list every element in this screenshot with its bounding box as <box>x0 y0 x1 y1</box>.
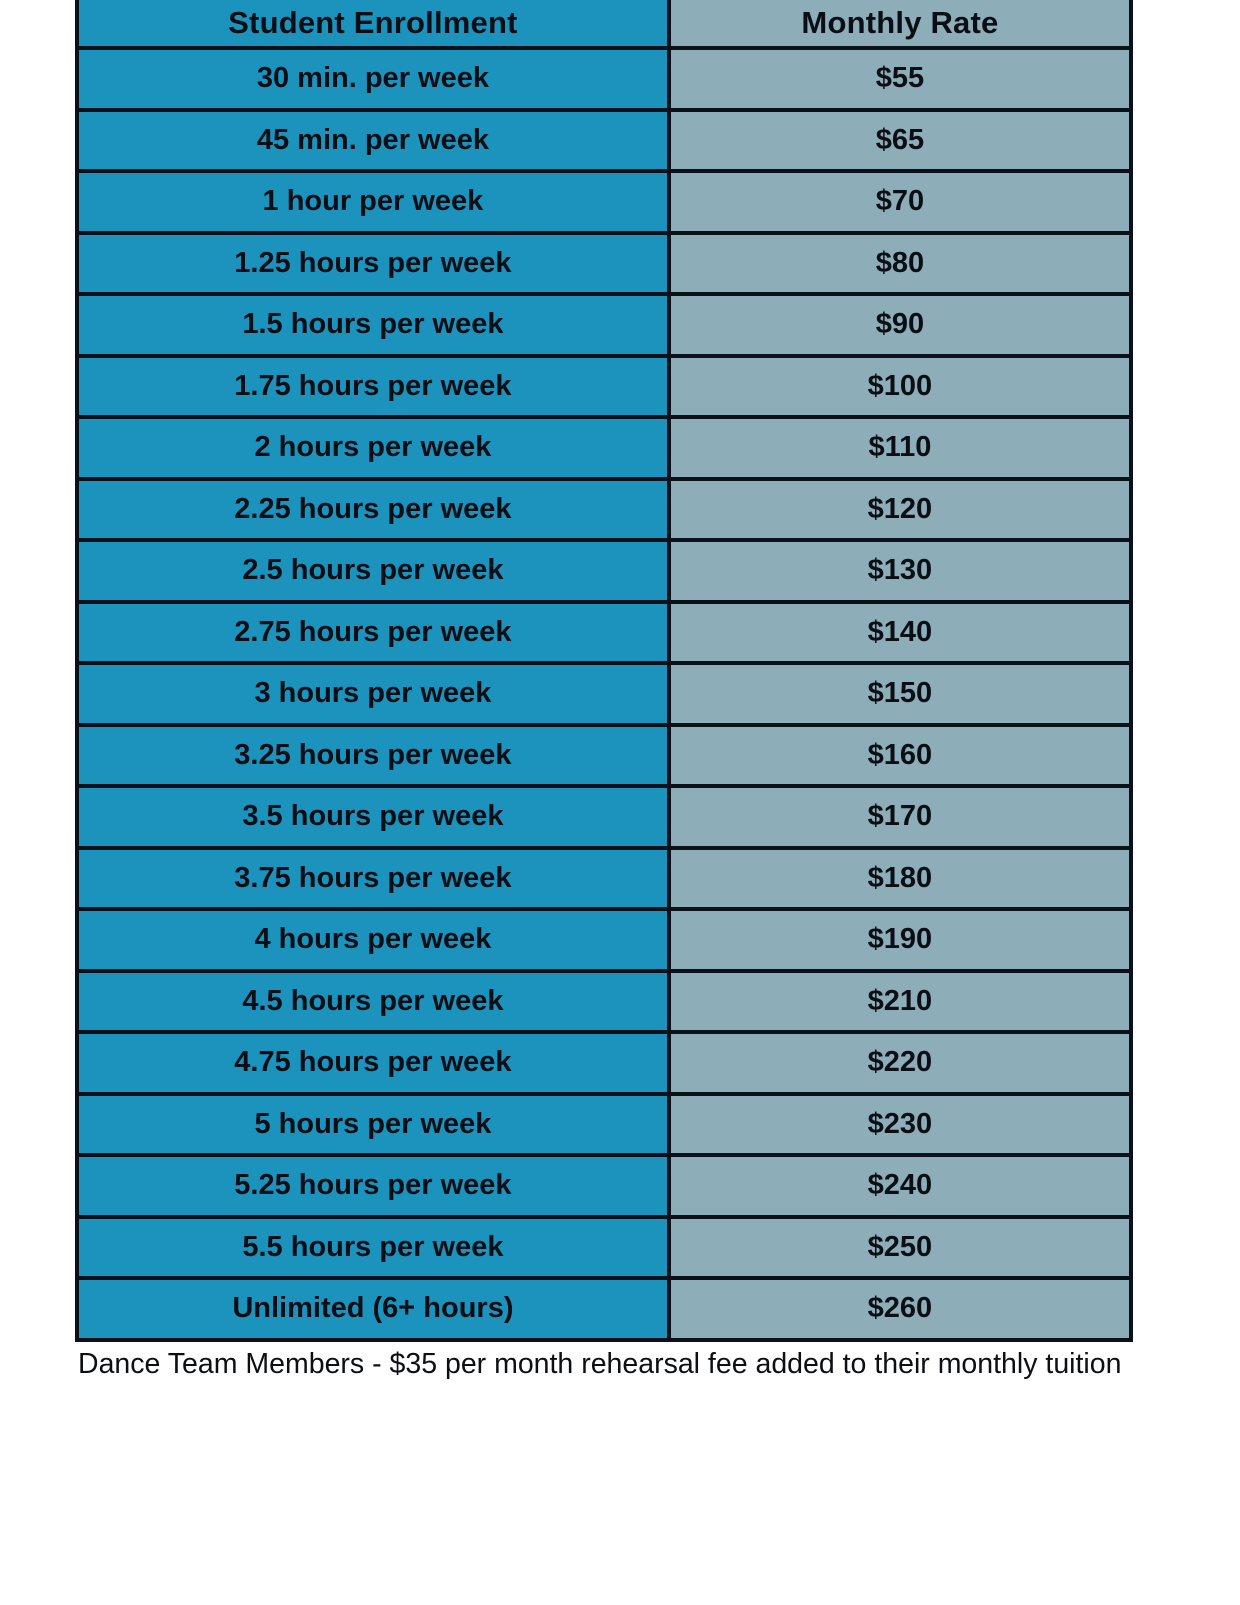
enrollment-cell: 30 min. per week <box>75 46 671 112</box>
rate-cell: $170 <box>666 784 1134 850</box>
header-row: Student Enrollment Monthly Rate <box>75 0 1134 50</box>
enrollment-cell: 2.25 hours per week <box>75 476 671 542</box>
table-row: 2.5 hours per week $130 <box>75 538 1134 604</box>
table-row: 2 hours per week $110 <box>75 415 1134 481</box>
enrollment-cell: 3.25 hours per week <box>75 722 671 788</box>
table-row: 4.75 hours per week $220 <box>75 1030 1134 1096</box>
rate-cell: $55 <box>666 46 1134 112</box>
enrollment-cell: 5.5 hours per week <box>75 1214 671 1280</box>
rate-cell: $220 <box>666 1030 1134 1096</box>
column-header-monthly-rate: Monthly Rate <box>666 0 1134 50</box>
rate-cell: $190 <box>666 907 1134 973</box>
enrollment-cell: 2 hours per week <box>75 415 671 481</box>
enrollment-cell: 4.5 hours per week <box>75 968 671 1034</box>
enrollment-cell: 4.75 hours per week <box>75 1030 671 1096</box>
rate-cell: $80 <box>666 230 1134 296</box>
enrollment-cell: 2.75 hours per week <box>75 599 671 665</box>
table-row: 3.25 hours per week $160 <box>75 722 1134 788</box>
enrollment-cell: 1.5 hours per week <box>75 292 671 358</box>
table-row: 1.5 hours per week $90 <box>75 292 1134 358</box>
table-row: 1.75 hours per week $100 <box>75 353 1134 419</box>
enrollment-cell: 5.25 hours per week <box>75 1153 671 1219</box>
rate-cell: $90 <box>666 292 1134 358</box>
rate-cell: $100 <box>666 353 1134 419</box>
rate-cell: $210 <box>666 968 1134 1034</box>
table-row: 30 min. per week $55 <box>75 46 1134 112</box>
enrollment-cell: 1.25 hours per week <box>75 230 671 296</box>
table-row: 3.5 hours per week $170 <box>75 784 1134 850</box>
rate-cell: $110 <box>666 415 1134 481</box>
table-row: 5.5 hours per week $250 <box>75 1214 1134 1280</box>
pricing-table-header: Student Enrollment Monthly Rate <box>75 0 1134 50</box>
enrollment-cell: 1 hour per week <box>75 169 671 235</box>
rate-cell: $120 <box>666 476 1134 542</box>
enrollment-cell: 1.75 hours per week <box>75 353 671 419</box>
rate-cell: $130 <box>666 538 1134 604</box>
rate-cell: $240 <box>666 1153 1134 1219</box>
tuition-pricing-table: Student Enrollment Monthly Rate 30 min. … <box>75 0 1134 1342</box>
table-row: 5.25 hours per week $240 <box>75 1153 1134 1219</box>
column-header-student-enrollment: Student Enrollment <box>75 0 671 50</box>
table-row: 2.75 hours per week $140 <box>75 599 1134 665</box>
rate-cell: $70 <box>666 169 1134 235</box>
rate-cell: $65 <box>666 107 1134 173</box>
pricing-table-container: Student Enrollment Monthly Rate 30 min. … <box>75 0 1134 1342</box>
table-row: 4 hours per week $190 <box>75 907 1134 973</box>
rate-cell: $160 <box>666 722 1134 788</box>
table-row: 3.75 hours per week $180 <box>75 845 1134 911</box>
table-row: 2.25 hours per week $120 <box>75 476 1134 542</box>
table-row: Unlimited (6+ hours) $260 <box>75 1276 1134 1342</box>
enrollment-cell: 3 hours per week <box>75 661 671 727</box>
enrollment-cell: 2.5 hours per week <box>75 538 671 604</box>
table-row: 45 min. per week $65 <box>75 107 1134 173</box>
enrollment-cell: 4 hours per week <box>75 907 671 973</box>
table-row: 1 hour per week $70 <box>75 169 1134 235</box>
rate-cell: $150 <box>666 661 1134 727</box>
rate-cell: $180 <box>666 845 1134 911</box>
rate-cell: $230 <box>666 1091 1134 1157</box>
enrollment-cell: 3.75 hours per week <box>75 845 671 911</box>
rate-cell: $260 <box>666 1276 1134 1342</box>
enrollment-cell: 5 hours per week <box>75 1091 671 1157</box>
enrollment-cell: 3.5 hours per week <box>75 784 671 850</box>
table-row: 5 hours per week $230 <box>75 1091 1134 1157</box>
enrollment-cell: 45 min. per week <box>75 107 671 173</box>
pricing-table-body: 30 min. per week $55 45 min. per week $65 1 … <box>75 46 1134 1342</box>
enrollment-cell: Unlimited (6+ hours) <box>75 1276 671 1342</box>
table-row: 4.5 hours per week $210 <box>75 968 1134 1034</box>
rate-cell: $140 <box>666 599 1134 665</box>
rate-cell: $250 <box>666 1214 1134 1280</box>
table-row: 1.25 hours per week $80 <box>75 230 1134 296</box>
table-row: 3 hours per week $150 <box>75 661 1134 727</box>
dance-team-footnote: Dance Team Members - $35 per month rehea… <box>78 1348 1122 1380</box>
